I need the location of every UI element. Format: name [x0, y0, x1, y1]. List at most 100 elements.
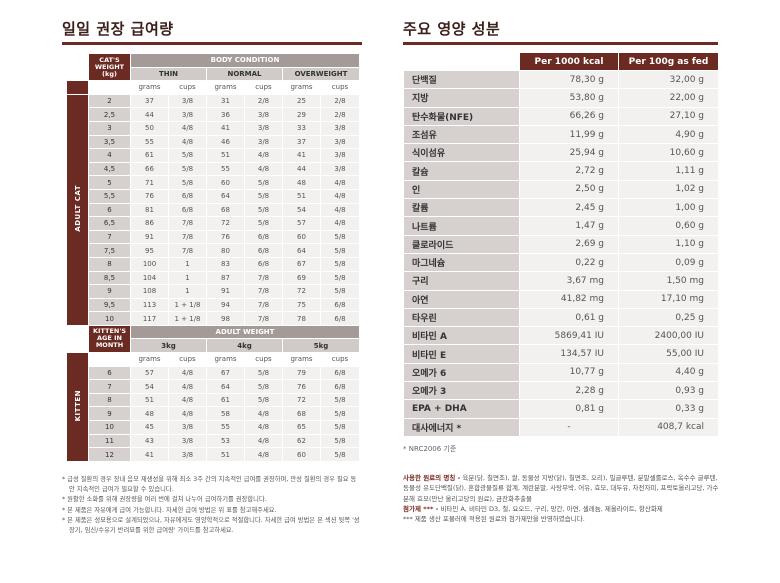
value-cell: 41	[130, 447, 169, 462]
per-100g-value: 408,7 kcal	[618, 417, 719, 437]
value-cell: 53	[206, 433, 245, 449]
value-cell: 5/8	[320, 420, 360, 435]
per-1000kcal-value: 2,28 g	[519, 381, 619, 401]
per-1000kcal-value: 2,69 g	[519, 234, 619, 254]
adult-row: 8,5 104 1 87 7/8 69 5/8	[67, 270, 360, 286]
ingredients-label: 사용한 원료의 명칭 -	[403, 474, 461, 482]
per-100g-value: 1,02 g	[618, 179, 719, 200]
nutrient-row: 아연 41,82 mg 17,10 mg	[403, 289, 719, 309]
value-cell: 72	[206, 216, 245, 231]
value-cell: 76	[130, 188, 169, 204]
value-cell: 2/8	[320, 93, 360, 109]
adult-cat-text: ADULT CAT	[73, 185, 82, 233]
value-cell: 5/8	[320, 433, 360, 449]
value-cell: 7/8	[168, 216, 207, 231]
weight-cell: 8	[88, 256, 131, 272]
adult-row: ADULT CAT 2 37 3/8 31 2/8 25 2/8	[66, 93, 360, 326]
nutrient-name: 단백질	[403, 69, 520, 90]
value-cell: 51	[206, 447, 245, 462]
value-cell: 54	[282, 202, 321, 218]
value-cell: 4/8	[320, 188, 360, 204]
value-cell: 4/8	[168, 379, 207, 394]
cups-label: cups	[168, 352, 207, 367]
per-1000kcal-value: 2,50 g	[519, 179, 619, 200]
value-cell: 7/8	[244, 311, 283, 326]
value-cell: 66	[130, 161, 169, 177]
nutrient-name: 구리	[403, 271, 520, 291]
col-per-100g: Per 100g as fed	[618, 52, 719, 71]
age-cell: 8	[88, 392, 131, 408]
value-cell: 71	[130, 175, 169, 190]
value-cell: 5/8	[244, 365, 283, 381]
value-cell: 5/8	[244, 216, 283, 231]
value-cell: 6/8	[168, 202, 207, 218]
per-1000kcal-value: 66,26 g	[519, 106, 619, 126]
kitten-row: 12 41 3/8 51 4/8 60 5/8	[67, 447, 360, 462]
value-cell: 7/8	[244, 284, 283, 299]
value-cell: 91	[206, 284, 245, 299]
value-cell: 78	[282, 311, 321, 326]
value-cell: 4/8	[244, 406, 283, 422]
nutrient-row: EPA + DHA 0,81 g 0,33 g	[403, 399, 719, 419]
value-cell: 100	[130, 256, 169, 272]
value-cell: 5/8	[168, 161, 207, 177]
value-cell: 4/8	[244, 433, 283, 449]
per-100g-value: 22,00 g	[618, 88, 719, 108]
value-cell: 45	[130, 420, 169, 435]
nutrient-name: 칼륨	[403, 198, 520, 218]
value-cell: 60	[282, 229, 321, 245]
value-cell: 57	[282, 216, 321, 231]
value-cell: 68	[282, 406, 321, 422]
value-cell: 44	[130, 107, 169, 122]
nutrient-row: 칼륨 2,45 g 1,00 g	[403, 198, 719, 218]
value-cell: 3/8	[168, 93, 207, 109]
value-cell: 6/8	[244, 256, 283, 272]
nutrients-rule	[403, 42, 718, 45]
header-blank	[66, 52, 89, 82]
value-cell: 33	[282, 120, 321, 136]
nutrients-title: 주요 영양 성분	[403, 20, 501, 38]
per-100g-value: 32,00 g	[618, 69, 719, 90]
grams-label: grams	[206, 80, 245, 95]
value-cell: 3/8	[244, 134, 283, 150]
weight-5kg-header: 5kg	[282, 338, 360, 354]
value-cell: 5/8	[320, 270, 360, 286]
nutrient-row: 오메가 6 10,77 g 4,40 g	[403, 362, 719, 383]
per-100g-value: 1,10 g	[618, 234, 719, 254]
nutrient-row: 대사에너지 * -408,7 kcal	[403, 417, 719, 437]
per-1000kcal-value: 1,47 g	[519, 216, 619, 236]
per-1000kcal-value: 2,72 g	[519, 161, 619, 181]
value-cell: 61	[130, 148, 169, 163]
value-cell: 29	[282, 107, 321, 122]
per-100g-value: 0,60 g	[618, 216, 719, 236]
weight-cell: 8,5	[88, 270, 131, 286]
per-100g-value: 1,00 g	[618, 198, 719, 218]
value-cell: 4/8	[244, 148, 283, 163]
per-100g-value: 1,11 g	[618, 161, 719, 181]
per-1000kcal-value: 41,82 mg	[519, 289, 619, 309]
value-cell: 1 + 1/8	[168, 311, 207, 326]
weight-cell: 6	[88, 202, 131, 218]
value-cell: 55	[206, 420, 245, 435]
value-cell: 6/8	[244, 243, 283, 258]
nutrient-name: 오메가 3	[403, 381, 520, 401]
adult-weight-header: ADULT WEIGHT	[130, 324, 360, 340]
value-cell: 80	[206, 243, 245, 258]
nutrient-name: 나트륨	[403, 216, 520, 236]
adult-cat-label: ADULT CAT	[66, 93, 89, 326]
value-cell: 104	[130, 270, 169, 286]
value-cell: 5/8	[244, 188, 283, 204]
value-cell: 41	[206, 120, 245, 136]
nutrient-row: 탄수화물(NFE) 66,26 g 27,10 g	[403, 106, 719, 126]
feeding-guide-title: 일일 권장 급여량	[62, 20, 174, 38]
value-cell: 48	[282, 175, 321, 190]
nutrient-row: 식이섬유 25,94 g 10,60 g	[403, 143, 719, 163]
per-1000kcal-value: 5869,41 IU	[519, 326, 619, 346]
value-cell: 4/8	[244, 161, 283, 177]
value-cell: 98	[206, 311, 245, 326]
value-cell: 4/8	[320, 216, 360, 231]
value-cell: 67	[206, 365, 245, 381]
nutrient-name: EPA + DHA	[403, 399, 520, 419]
value-cell: 5/8	[320, 284, 360, 299]
value-cell: 6/8	[244, 229, 283, 245]
